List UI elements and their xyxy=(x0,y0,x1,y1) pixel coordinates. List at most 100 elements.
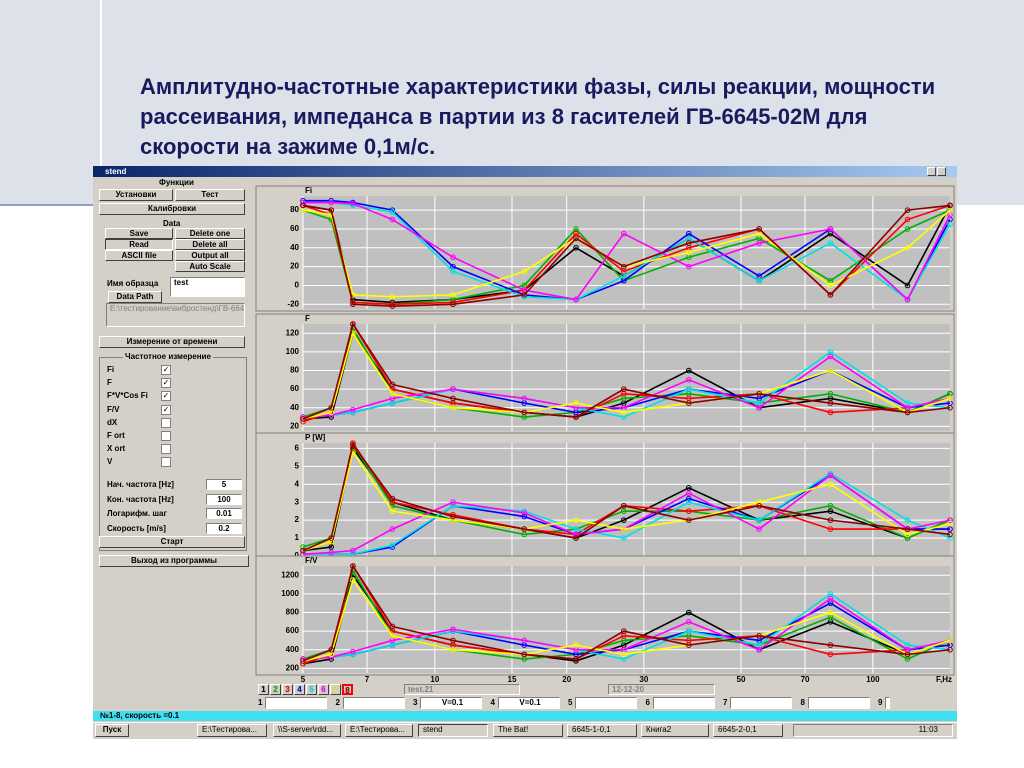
x-tick-label: 30 xyxy=(639,675,648,684)
text-input[interactable] xyxy=(885,697,890,709)
text-input[interactable]: 100 xyxy=(206,493,242,505)
task-item[interactable]: E:\Тестирова... xyxy=(345,724,413,737)
data-point xyxy=(827,409,834,416)
data-point xyxy=(904,216,911,223)
text-input[interactable] xyxy=(265,697,327,709)
button[interactable]: Выход из программы xyxy=(99,555,249,567)
task-item[interactable]: The Bat! xyxy=(493,724,563,737)
text-input[interactable]: 5 xyxy=(206,479,242,490)
data-point xyxy=(827,367,834,374)
section-label: Data xyxy=(163,219,181,228)
series-button[interactable]: 8 xyxy=(342,684,353,695)
button[interactable]: Auto Scale xyxy=(175,261,245,272)
series-button[interactable]: 7 xyxy=(330,684,341,695)
data-point xyxy=(573,244,579,251)
data-point xyxy=(450,513,456,520)
text-input[interactable] xyxy=(807,697,870,709)
series-button[interactable]: 6 xyxy=(318,684,329,695)
checkbox[interactable] xyxy=(161,444,171,455)
y-tick-label: 80 xyxy=(290,366,299,375)
plot-area xyxy=(303,566,950,673)
task-item[interactable]: 6645-2-0,1 xyxy=(713,724,783,737)
task-item[interactable]: Книга2 xyxy=(641,724,709,737)
button[interactable]: Калибровки xyxy=(99,203,245,215)
series-button[interactable]: 1 xyxy=(258,684,269,695)
series-button[interactable]: 2 xyxy=(270,684,281,695)
button[interactable]: Read xyxy=(105,239,173,250)
data-point xyxy=(300,547,306,554)
button[interactable]: Старт xyxy=(99,536,245,548)
data-point xyxy=(328,207,335,213)
data-point xyxy=(573,414,579,420)
data-point xyxy=(947,202,953,209)
task-item[interactable]: E:\Тестирова... xyxy=(197,724,267,737)
checkbox[interactable]: ✓ xyxy=(161,365,171,375)
chart-title: P [W] xyxy=(305,433,326,442)
data-point xyxy=(620,230,627,237)
series-button[interactable]: 5 xyxy=(306,684,317,695)
x-tick-label: 15 xyxy=(508,675,517,684)
data-point xyxy=(389,293,396,300)
data-point xyxy=(827,282,834,289)
checkbox[interactable] xyxy=(161,431,171,441)
button[interactable]: Delete all xyxy=(175,239,245,250)
data-point xyxy=(827,642,834,648)
data-point xyxy=(947,221,953,228)
data-point xyxy=(904,226,911,232)
text-input[interactable] xyxy=(730,697,792,709)
text-input[interactable] xyxy=(652,697,715,709)
task-item[interactable]: 6645-1-0,1 xyxy=(567,724,637,737)
button[interactable]: Измерение от времени xyxy=(99,336,245,348)
date: 12-12-20 xyxy=(608,684,715,695)
button[interactable]: Delete one xyxy=(175,228,245,239)
data-point xyxy=(389,495,396,502)
series-line xyxy=(303,472,951,556)
checkbox[interactable]: ✓ xyxy=(161,391,171,402)
button[interactable]: Data Path xyxy=(108,291,162,303)
x-tick-label: 7 xyxy=(365,675,370,684)
button[interactable]: Save xyxy=(105,228,173,239)
task-item[interactable]: stend xyxy=(418,724,488,737)
minimize[interactable] xyxy=(927,167,936,176)
button[interactable]: Установки xyxy=(99,189,173,201)
button[interactable]: Тест xyxy=(175,189,245,201)
x-tick-label: 5 xyxy=(301,675,306,684)
checkbox[interactable]: ✓ xyxy=(161,404,171,415)
start-button[interactable]: Пуск xyxy=(95,724,129,737)
series-line xyxy=(302,474,951,556)
data-point xyxy=(389,390,396,397)
data-point xyxy=(686,240,692,246)
button[interactable]: ASCII file xyxy=(105,250,173,261)
text-input[interactable]: test xyxy=(170,277,245,297)
task-item[interactable]: \\S-server\rdd... xyxy=(273,724,341,737)
field-label: 2 xyxy=(335,698,340,707)
data-point xyxy=(620,409,627,416)
y-tick-label: 5 xyxy=(295,461,300,470)
series-button[interactable]: 3 xyxy=(282,684,293,695)
checkbox[interactable] xyxy=(161,457,171,468)
text-input[interactable]: V=0.1 xyxy=(420,697,482,709)
data-point xyxy=(756,226,762,232)
data-point xyxy=(450,499,456,505)
data-point xyxy=(827,400,834,406)
text-input[interactable]: V=0.1 xyxy=(497,697,560,709)
data-point xyxy=(521,292,528,298)
data-point xyxy=(450,502,456,509)
data-point xyxy=(904,207,911,213)
series-button[interactable]: 4 xyxy=(294,684,305,695)
text-input[interactable]: 0.01 xyxy=(206,508,242,519)
text-input[interactable]: 0.2 xyxy=(206,522,242,534)
field-label: 9 xyxy=(878,698,883,707)
y-tick-label: 40 xyxy=(290,403,299,412)
data-point xyxy=(686,377,692,383)
text-input[interactable] xyxy=(342,697,405,709)
window-title: stend xyxy=(105,167,127,176)
checkbox[interactable]: ✓ xyxy=(161,378,171,389)
button[interactable]: Output all xyxy=(175,250,245,261)
text-input[interactable] xyxy=(575,697,637,709)
status-bar: №1-8, скорость =0.1 xyxy=(93,711,957,721)
data-point xyxy=(904,296,911,303)
data-point xyxy=(521,395,528,402)
close[interactable] xyxy=(937,167,946,176)
checkbox[interactable] xyxy=(161,417,171,428)
